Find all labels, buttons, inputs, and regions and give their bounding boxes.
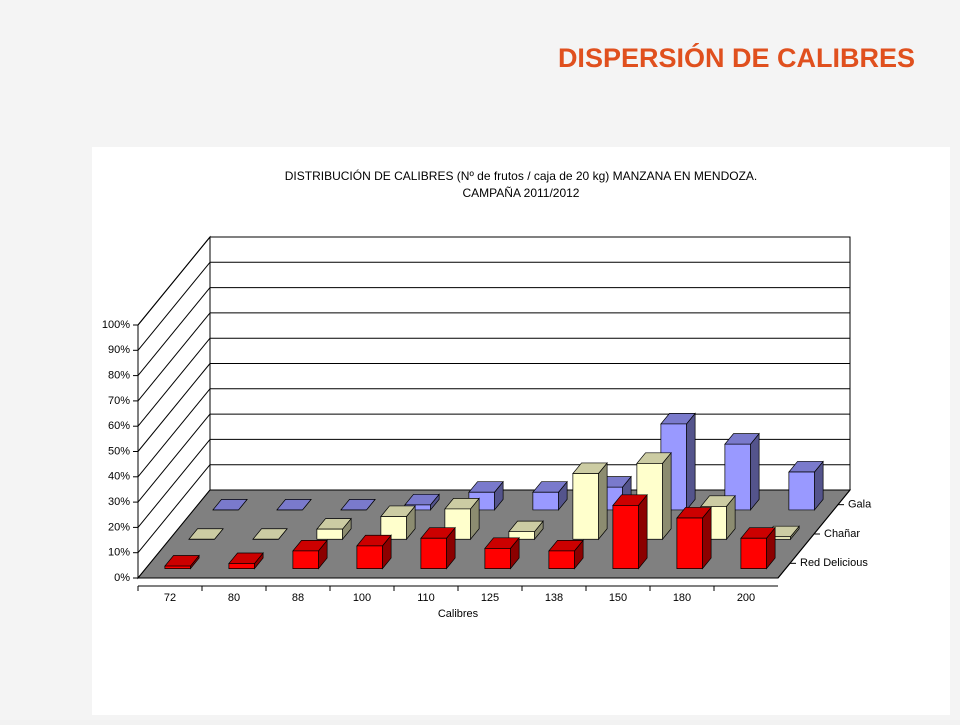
bar-front — [420, 537, 447, 569]
x-tick-label: 88 — [292, 592, 304, 604]
grid-line — [137, 464, 211, 554]
x-tick-label: 200 — [737, 592, 755, 604]
bar-front — [548, 550, 575, 569]
x-tick-label: 150 — [609, 592, 627, 604]
bar-front — [508, 531, 535, 540]
bar-front — [572, 473, 599, 540]
x-tick-label: 110 — [417, 592, 435, 604]
y-tick-label: 50% — [108, 445, 130, 457]
legend-label: Red Delicious — [800, 557, 868, 569]
x-tick-label: 100 — [353, 592, 371, 604]
grid-line — [137, 388, 211, 478]
x-tick-label: 72 — [164, 592, 176, 604]
bar-side — [638, 493, 648, 570]
bar-front — [380, 516, 407, 540]
bar-front — [724, 443, 751, 511]
bar-front — [532, 491, 559, 511]
y-tick-label: 0% — [114, 572, 130, 584]
y-tick-label: 70% — [108, 395, 130, 407]
x-axis-label: Calibres — [438, 608, 479, 620]
legend-label: Chañar — [824, 528, 860, 540]
y-tick-label: 40% — [108, 471, 130, 483]
bar-side — [662, 451, 672, 541]
grid-line — [137, 236, 211, 326]
y-tick-label: 90% — [108, 344, 130, 356]
bar-front — [316, 528, 343, 540]
bar-front — [788, 471, 815, 511]
grid-line — [137, 312, 211, 402]
grid-line — [137, 439, 211, 528]
bar-side — [686, 412, 696, 511]
grid-line — [137, 261, 211, 351]
grid-line — [137, 363, 211, 452]
bar-front — [356, 545, 383, 569]
y-tick-label: 20% — [108, 521, 130, 533]
bar-side — [598, 461, 608, 541]
slide-title: DISPERSIÓN DE CALIBRES — [558, 42, 915, 73]
y-tick-label: 80% — [108, 370, 130, 382]
bar-front — [164, 565, 191, 569]
y-tick-label: 10% — [108, 547, 130, 559]
chart-title: DISTRIBUCIÓN DE CALIBRES (Nº de frutos /… — [285, 168, 758, 183]
chart-subtitle: CAMPAÑA 2011/2012 — [463, 186, 580, 200]
bar-front — [484, 548, 511, 569]
bar-front — [228, 563, 255, 569]
x-tick-label: 80 — [228, 592, 240, 604]
bar-front — [612, 505, 639, 569]
y-tick-label: 60% — [108, 420, 130, 432]
y-tick-label: 30% — [108, 496, 130, 508]
bar-front — [676, 517, 703, 569]
grid-line — [137, 413, 211, 503]
grid-line — [137, 287, 211, 376]
bar-front — [292, 550, 319, 569]
bar-side — [750, 432, 760, 511]
y-tick-label: 100% — [102, 319, 130, 331]
grid-line — [137, 337, 211, 427]
legend-label: Gala — [848, 499, 872, 511]
bar-front — [740, 537, 767, 569]
x-tick-label: 125 — [481, 592, 499, 604]
x-tick-label: 180 — [673, 592, 691, 604]
x-tick-label: 138 — [545, 592, 563, 604]
